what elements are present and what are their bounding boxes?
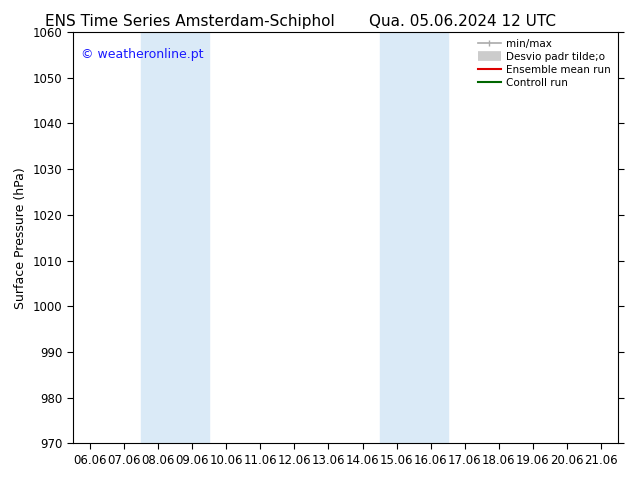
Y-axis label: Surface Pressure (hPa): Surface Pressure (hPa) [14,167,27,309]
Bar [380,32,448,443]
Legend: min/max, Desvio padr tilde;o, Ensemble mean run, Controll run: min/max, Desvio padr tilde;o, Ensemble m… [474,35,615,92]
Text: © weatheronline.pt: © weatheronline.pt [81,49,204,61]
Text: ENS Time Series Amsterdam-Schiphol: ENS Time Series Amsterdam-Schiphol [45,14,335,29]
Text: Qua. 05.06.2024 12 UTC: Qua. 05.06.2024 12 UTC [370,14,556,29]
Bar [141,32,209,443]
